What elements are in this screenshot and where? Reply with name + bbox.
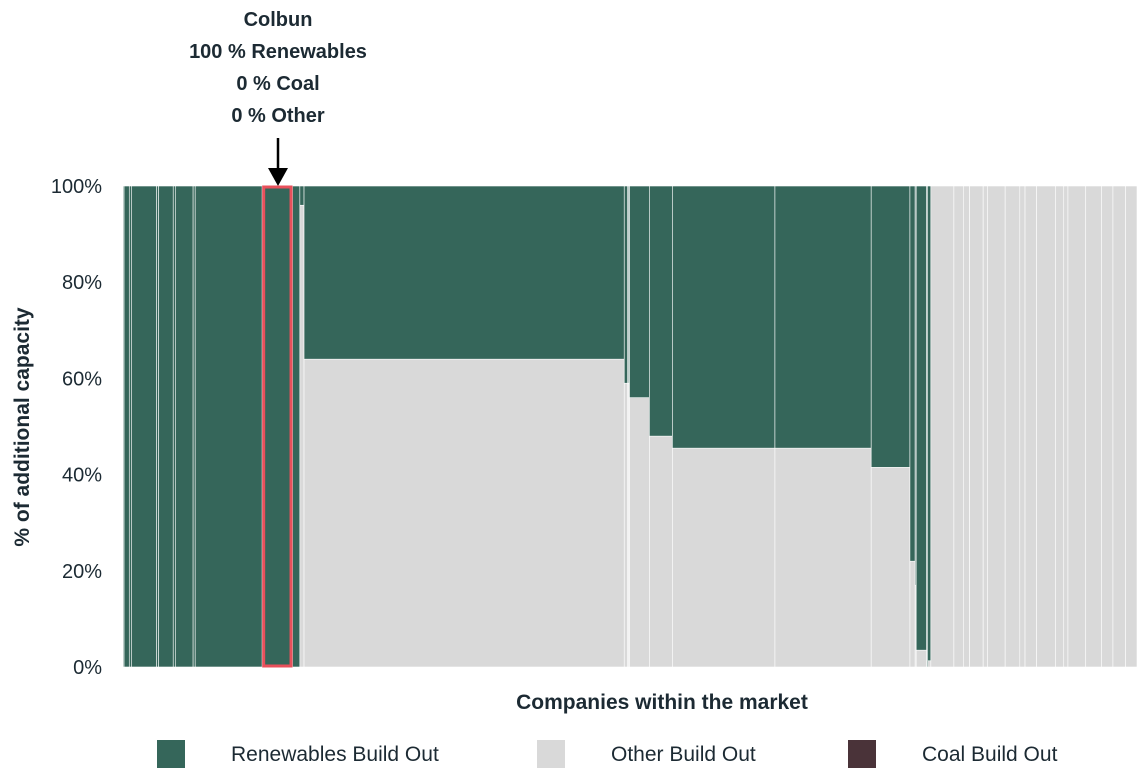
legend-swatch-coal: [848, 740, 876, 768]
y-tick-label: 0%: [73, 657, 102, 679]
y-tick-label: 100%: [51, 176, 102, 198]
y-tick-label: 40%: [62, 465, 102, 487]
bar-other-32: [982, 185, 988, 668]
bar-renewables-23: [909, 185, 916, 562]
y-axis-title: % of additional capacity: [11, 307, 34, 547]
bar-other-41: [1085, 185, 1102, 668]
bar-renewables-27: [927, 185, 932, 662]
bar-other-34: [1004, 185, 1021, 668]
legend-label-other: Other Build Out: [611, 743, 756, 766]
bar-other-31: [969, 185, 984, 668]
bar-other-29: [953, 185, 964, 668]
bar-renewables-8: [175, 185, 194, 668]
bar-other-43: [1112, 185, 1126, 668]
highlight-outline: [262, 185, 293, 668]
x-axis-title: Companies within the market: [516, 691, 808, 714]
annotation-company: Colbun: [244, 9, 313, 31]
y-tick-label: 80%: [62, 272, 102, 294]
bar-other-37: [1036, 185, 1056, 668]
annotation-other: 0 % Other: [231, 105, 325, 127]
bar-other-28: [930, 185, 955, 668]
bar-other-21: [774, 447, 872, 668]
bar-other-38: [1055, 185, 1065, 668]
legend-swatch-other: [537, 740, 565, 768]
bar-renewables-13: [299, 185, 305, 206]
bar-other-33: [987, 185, 1006, 668]
highlight-annotation: Colbun 100 % Renewables 0 % Coal 0 % Oth…: [189, 9, 367, 186]
bar-renewables-4: [131, 185, 157, 668]
bar-renewables-21: [774, 185, 872, 449]
bar-renewables-12: [292, 185, 301, 668]
annotation-renewables: 100 % Renewables: [189, 41, 367, 63]
bar-renewables-18: [629, 185, 650, 398]
bar-other-19: [649, 435, 673, 668]
bar-renewables-22: [870, 185, 911, 468]
bar-other-18: [629, 397, 650, 668]
bar-other-15: [623, 382, 628, 668]
marimekko-chart: Colbun 100 % Renewables 0 % Coal 0 % Oth…: [11, 9, 1138, 714]
bar-renewables-5: [156, 185, 159, 668]
bar-other-39: [1063, 185, 1069, 668]
bar-renewables-9: [192, 185, 196, 668]
legend-swatch-renewables: [157, 740, 185, 768]
bar-other-23: [909, 560, 916, 668]
legend-label-renewables: Renewables Build Out: [231, 743, 439, 766]
bar-renewables-6: [158, 185, 174, 668]
bar-other-27: [927, 660, 932, 668]
bar-renewables-15: [623, 185, 628, 384]
annotation-coal: 0 % Coal: [236, 73, 319, 95]
legend: Renewables Build Out Other Build Out Coa…: [0, 738, 1138, 768]
bar-other-20: [672, 447, 776, 668]
bar-other-35: [1019, 185, 1026, 668]
bar-other-25: [915, 649, 927, 668]
bar-renewables-14: [303, 185, 625, 360]
plot-area: [122, 185, 1138, 668]
legend-label-coal: Coal Build Out: [922, 743, 1058, 766]
bar-other-30: [962, 185, 970, 668]
annotation-arrow-head: [268, 168, 288, 186]
bar-renewables-2: [123, 185, 130, 668]
bar-renewables-7: [172, 185, 176, 668]
bar-other-13: [299, 204, 305, 668]
bar-renewables-19: [649, 185, 673, 437]
y-tick-label: 60%: [62, 368, 102, 390]
bar-other-22: [870, 467, 911, 668]
bar-renewables-20: [672, 185, 776, 449]
bar-other-44: [1125, 185, 1138, 668]
bar-renewables-10: [194, 185, 263, 668]
bar-renewables-11: [261, 185, 293, 668]
bar-renewables-25: [915, 185, 927, 651]
bar-other-36: [1024, 185, 1037, 668]
y-tick-label: 20%: [62, 561, 102, 583]
bar-renewables-3: [128, 185, 132, 668]
bar-other-40: [1067, 185, 1087, 668]
y-axis-ticks: 0% 20% 40% 60% 80% 100%: [51, 176, 102, 679]
bar-other-42: [1101, 185, 1114, 668]
bar-other-14: [303, 358, 625, 668]
